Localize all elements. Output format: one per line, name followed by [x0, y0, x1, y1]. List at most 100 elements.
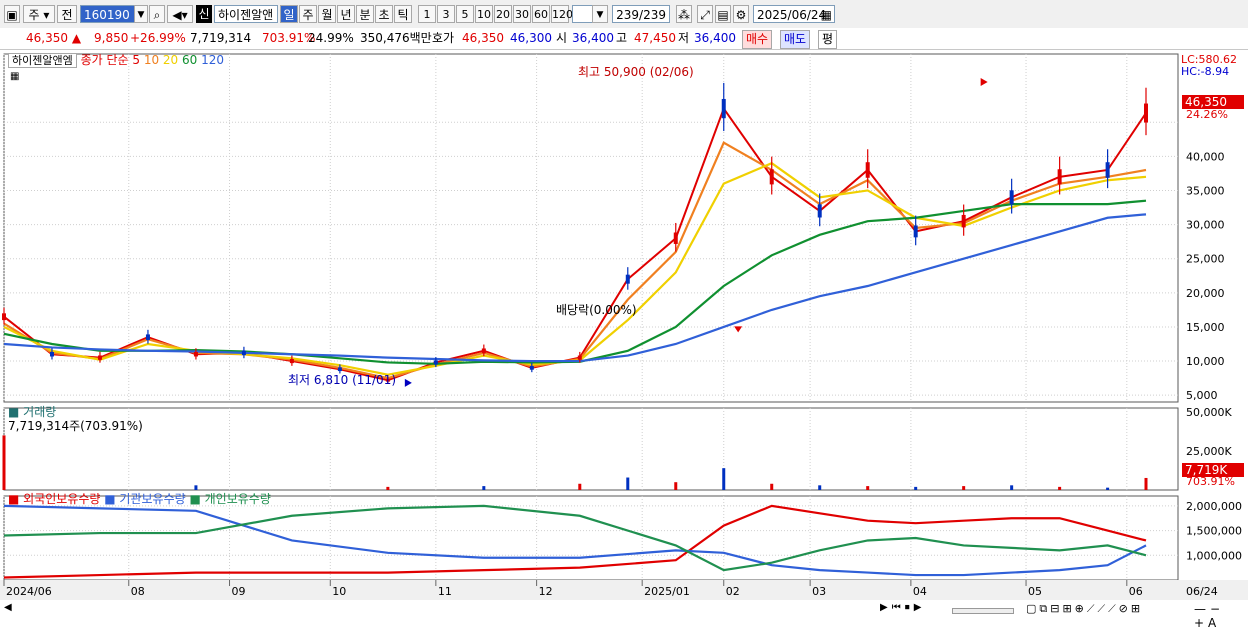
date-field[interactable]: 2025/06/24 ▦: [753, 5, 835, 23]
period-tab-3[interactable]: 년: [337, 5, 355, 23]
volume-bar-12: [962, 486, 966, 490]
bid-price: 46,300: [510, 31, 552, 45]
candle-body-3: [145, 334, 150, 340]
interval-tab-20[interactable]: 20: [494, 5, 512, 23]
gear-icon[interactable]: ⚙: [733, 5, 749, 23]
count-field[interactable]: 239/239: [612, 5, 670, 23]
x-label-10: 05: [1028, 585, 1042, 598]
period-tab-0[interactable]: 일: [280, 5, 298, 23]
chart-svg[interactable]: 2024/06 08 09 10 11 12 2025/01 02 03 04 05 06 06/24 5…: [0, 50, 1248, 621]
period-tab-5[interactable]: 초: [375, 5, 393, 23]
holding-legend-2: ■ 개인보유수량: [185, 492, 271, 506]
interval-tab-30[interactable]: 30: [513, 5, 531, 23]
table-icon[interactable]: ▦: [10, 71, 20, 82]
interval-tab-1[interactable]: 1: [418, 5, 436, 23]
period-type-value: 주: [28, 8, 40, 22]
hold-y-label-1: 1,500,000: [1186, 525, 1242, 538]
price-change-pct: +26.99%: [130, 31, 186, 45]
grid-icon[interactable]: ⁂: [676, 5, 692, 23]
volume-bar-6: [674, 482, 678, 490]
average-button[interactable]: 평: [818, 30, 838, 49]
code-input[interactable]: 160190: [80, 5, 136, 23]
candle-body-14: [673, 232, 678, 244]
interval-tab-120[interactable]: 120: [551, 5, 573, 23]
y-label-4: 25,000: [1186, 253, 1225, 266]
x-label-4: 11: [438, 585, 452, 598]
layout-icon[interactable]: ▣: [4, 5, 20, 23]
x-label-11: 06: [1129, 585, 1143, 598]
zoom-slider[interactable]: [952, 608, 1014, 614]
market-select[interactable]: 전: [57, 5, 77, 23]
candle-body-7: [337, 367, 342, 372]
interval-tab-60[interactable]: 60: [532, 5, 550, 23]
y-label-1: 10,000: [1186, 355, 1225, 368]
interval-tab-5[interactable]: 5: [456, 5, 474, 23]
period-tab-2[interactable]: 월: [318, 5, 336, 23]
x-label-0: 2024/06: [6, 585, 52, 598]
volume-last-pct: 703.91%: [1186, 475, 1235, 488]
y-label-3: 20,000: [1186, 287, 1225, 300]
search-icon[interactable]: ⌕: [149, 5, 165, 23]
vol-y-label-0: 50,000K: [1186, 406, 1232, 419]
low-annotation: 최저 6,810 (11/01): [288, 373, 397, 387]
x-label-3: 10: [332, 585, 346, 598]
code-dropdown-icon[interactable]: ▼: [134, 5, 148, 23]
holding-legend-0: ■ 외국인보유수량: [8, 492, 101, 506]
candle-body-11: [529, 366, 534, 370]
legend-ma-60: 60: [182, 53, 202, 67]
stock-name-field[interactable]: 하이젠알앤: [214, 5, 278, 23]
last-price-pct: 24.26%: [1186, 108, 1228, 121]
high-price: 47,450: [634, 31, 676, 45]
volume-bar-4: [578, 483, 582, 490]
y-label-5: 30,000: [1186, 219, 1225, 232]
sell-button[interactable]: 매도: [780, 30, 811, 49]
period-tab-4[interactable]: 분: [356, 5, 374, 23]
current-price: 46,350 ▲: [26, 30, 81, 47]
volume-bar-5: [626, 477, 630, 490]
lc-label: LC:580.62: [1181, 53, 1238, 66]
candle-body-4: [193, 351, 198, 357]
y-label-2: 15,000: [1186, 321, 1225, 334]
low-marker: [404, 378, 412, 387]
candle-body-23: [1105, 162, 1110, 178]
save-icon[interactable]: ▤: [715, 5, 731, 23]
chart-area: 2024/06 08 09 10 11 12 2025/01 02 03 04 05 06 06/24 5…: [0, 50, 1248, 630]
candle-body-8: [385, 378, 390, 382]
playback-controls[interactable]: ▶⏮⏹▶: [880, 602, 926, 613]
scroll-left-icon[interactable]: ◀: [4, 602, 12, 613]
legend-ma-periods: 5 10 20 60 120: [132, 53, 224, 67]
speaker-icon[interactable]: ◀▾: [167, 5, 193, 23]
interval-tab-3[interactable]: 3: [437, 5, 455, 23]
quote-bar: 46,350 ▲ 9,850 +26.99% 7,719,314 703.91%…: [0, 28, 1248, 50]
buy-button[interactable]: 매수: [742, 30, 773, 49]
legend-stock-name: 하이젠알앤엠: [8, 53, 77, 68]
calendar-icon[interactable]: ▦: [820, 8, 832, 22]
x-axis-band: [0, 580, 1248, 600]
candle-body-12: [577, 355, 582, 360]
drawing-tools[interactable]: ▢⧉⊟⊞⊕⟋⟋⟋⊘⊞: [1026, 602, 1144, 615]
period-tab-6[interactable]: 틱: [394, 5, 412, 23]
volume-bar-3: [482, 486, 486, 490]
candle-body-17: [817, 204, 822, 218]
volume-bar-7: [722, 468, 726, 490]
zoom-controls[interactable]: —−+A: [1194, 602, 1225, 630]
period-type-select[interactable]: 주 ▾: [23, 5, 55, 23]
candle-body-16: [769, 169, 774, 185]
high-marker: [980, 77, 988, 86]
holding-line-1: [3, 504, 1147, 577]
volume-bar-9: [818, 485, 822, 490]
turnover: 24.99%: [308, 31, 354, 45]
y-label-7: 40,000: [1186, 150, 1225, 163]
interval-dropdown-icon[interactable]: ▼: [592, 5, 608, 23]
interval-tab-10[interactable]: 10: [475, 5, 493, 23]
low-price: 36,400: [694, 31, 736, 45]
volume-bar-0: [2, 435, 6, 490]
candle-body-1: [49, 351, 54, 357]
volume-pct: 703.91%: [262, 31, 316, 45]
draw-icon[interactable]: ⤢: [697, 5, 713, 23]
volume-last-tag: 7,719K: [1182, 463, 1244, 477]
candle-body-21: [1009, 190, 1014, 205]
up-arrow-icon: ▲: [71, 31, 82, 45]
period-tab-1[interactable]: 주: [299, 5, 317, 23]
x-label-9: 04: [913, 585, 927, 598]
